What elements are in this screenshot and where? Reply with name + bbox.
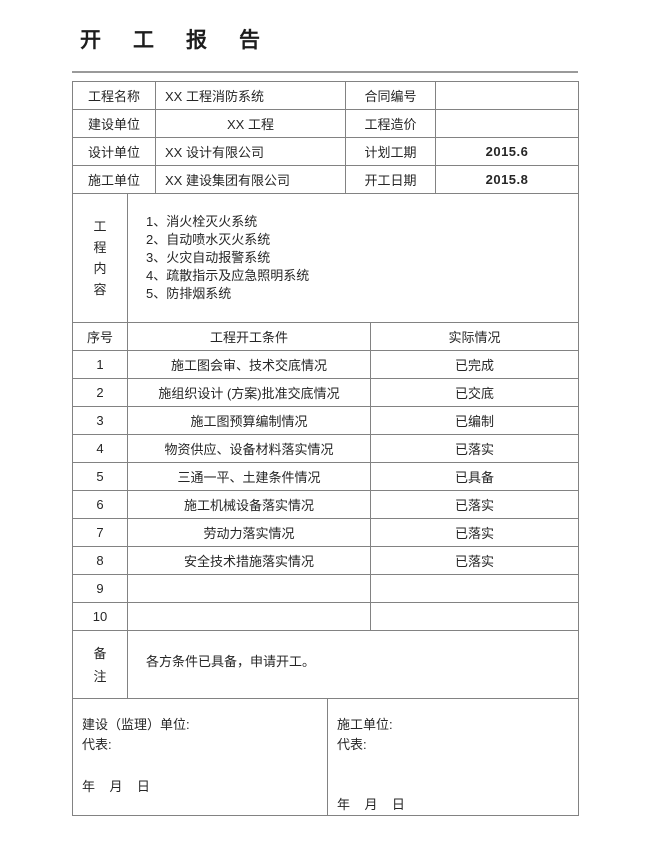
remark-row: 备注 各方条件已具备，申请开工。	[72, 630, 579, 699]
conditions-header-row: 序号 工程开工条件 实际情况	[72, 322, 579, 351]
condition-no: 10	[72, 602, 128, 631]
condition-row: 6 施工机械设备落实情况 已落实	[72, 490, 579, 519]
contractor-representative-label: 代表:	[337, 737, 367, 752]
header-status: 实际情况	[370, 322, 579, 351]
condition-row: 10	[72, 602, 579, 631]
condition-text: 三通一平、土建条件情况	[127, 462, 371, 491]
report-form: 工程名称 XX 工程消防系统 合同编号 建设单位 XX 工程 工程造价 设计单位…	[72, 81, 579, 816]
info-row-designer: 设计单位 XX 设计有限公司 计划工期 2015.6	[72, 137, 579, 166]
content-item: 5、防排烟系统	[146, 286, 232, 301]
header-no: 序号	[72, 322, 128, 351]
contractor-value: XX 建设集团有限公司	[155, 165, 346, 194]
remark-table: 备注 各方条件已具备，申请开工。	[72, 630, 579, 699]
condition-no: 3	[72, 406, 128, 435]
condition-status: 已落实	[370, 434, 579, 463]
planned-duration-value: 2015.6	[435, 137, 579, 166]
remark-text: 各方条件已具备，申请开工。	[127, 630, 579, 699]
title-underline	[72, 71, 578, 73]
condition-status: 已落实	[370, 518, 579, 547]
condition-row: 3 施工图预算编制情况 已编制	[72, 406, 579, 435]
project-content-row: 工程内容 1、消火栓灭火系统 2、自动喷水灭火系统 3、火灾自动报警系统 4、疏…	[72, 193, 579, 323]
condition-row: 1 施工图会审、技术交底情况 已完成	[72, 350, 579, 379]
condition-row: 4 物资供应、设备材料落实情况 已落实	[72, 434, 579, 463]
content-item: 1、消火栓灭火系统	[146, 214, 258, 229]
content-item: 4、疏散指示及应急照明系统	[146, 268, 310, 283]
condition-no: 9	[72, 574, 128, 603]
conditions-table: 序号 工程开工条件 实际情况 1 施工图会审、技术交底情况 已完成 2 施组织设…	[72, 322, 579, 631]
owner-value: XX 工程	[155, 109, 346, 138]
project-content-cell: 1、消火栓灭火系统 2、自动喷水灭火系统 3、火灾自动报警系统 4、疏散指示及应…	[127, 193, 579, 323]
condition-status: 已具备	[370, 462, 579, 491]
condition-no: 7	[72, 518, 128, 547]
condition-no: 5	[72, 462, 128, 491]
condition-text: 施工图预算编制情况	[127, 406, 371, 435]
signature-table: 建设（监理）单位: 代表: 年 月 日 施工单位: 代表: 年 月 日	[72, 698, 579, 816]
condition-text	[127, 602, 371, 631]
condition-row: 5 三通一平、土建条件情况 已具备	[72, 462, 579, 491]
condition-no: 2	[72, 378, 128, 407]
contract-no-label: 合同编号	[345, 81, 436, 110]
project-content-table: 工程内容 1、消火栓灭火系统 2、自动喷水灭火系统 3、火灾自动报警系统 4、疏…	[72, 193, 579, 323]
start-date-label: 开工日期	[345, 165, 436, 194]
planned-duration-label: 计划工期	[345, 137, 436, 166]
project-content-label: 工程内容	[93, 219, 107, 297]
project-content-list: 1、消火栓灭火系统 2、自动喷水灭火系统 3、火灾自动报警系统 4、疏散指示及应…	[129, 213, 578, 303]
remark-label-cell: 备注	[72, 630, 128, 699]
condition-status: 已落实	[370, 490, 579, 519]
condition-no: 1	[72, 350, 128, 379]
info-row-project-name: 工程名称 XX 工程消防系统 合同编号	[72, 81, 579, 110]
contractor-date-line: 年 月 日	[337, 797, 405, 812]
condition-status	[370, 574, 579, 603]
condition-row: 8 安全技术措施落实情况 已落实	[72, 546, 579, 575]
project-name-value: XX 工程消防系统	[155, 81, 346, 110]
contractor-label: 施工单位	[72, 165, 156, 194]
signature-owner-cell: 建设（监理）单位: 代表: 年 月 日	[72, 698, 328, 816]
header-condition: 工程开工条件	[127, 322, 371, 351]
owner-date-line: 年 月 日	[82, 779, 150, 794]
condition-text: 物资供应、设备材料落实情况	[127, 434, 371, 463]
cost-value	[435, 109, 579, 138]
condition-no: 6	[72, 490, 128, 519]
owner-unit-label: 建设（监理）单位:	[82, 717, 190, 732]
contract-no-value	[435, 81, 579, 110]
remark-label: 备注	[93, 645, 107, 684]
info-row-owner: 建设单位 XX 工程 工程造价	[72, 109, 579, 138]
condition-text: 施组织设计 (方案)批准交底情况	[127, 378, 371, 407]
project-content-label-cell: 工程内容	[72, 193, 128, 323]
page-title: 开工报告	[80, 29, 292, 52]
condition-row: 9	[72, 574, 579, 603]
condition-text: 安全技术措施落实情况	[127, 546, 371, 575]
signature-contractor-cell: 施工单位: 代表: 年 月 日	[327, 698, 579, 816]
owner-representative-label: 代表:	[82, 737, 112, 752]
condition-status: 已编制	[370, 406, 579, 435]
condition-status: 已落实	[370, 546, 579, 575]
condition-no: 4	[72, 434, 128, 463]
condition-text: 施工机械设备落实情况	[127, 490, 371, 519]
contractor-unit-label: 施工单位:	[337, 717, 393, 732]
info-row-contractor: 施工单位 XX 建设集团有限公司 开工日期 2015.8	[72, 165, 579, 194]
cost-label: 工程造价	[345, 109, 436, 138]
condition-no: 8	[72, 546, 128, 575]
condition-row: 7 劳动力落实情况 已落实	[72, 518, 579, 547]
project-info-table: 工程名称 XX 工程消防系统 合同编号 建设单位 XX 工程 工程造价 设计单位…	[72, 81, 579, 194]
condition-text: 施工图会审、技术交底情况	[127, 350, 371, 379]
start-date-value: 2015.8	[435, 165, 579, 194]
content-item: 2、自动喷水灭火系统	[146, 232, 271, 247]
designer-value: XX 设计有限公司	[155, 137, 346, 166]
condition-status: 已完成	[370, 350, 579, 379]
condition-status	[370, 602, 579, 631]
signature-row: 建设（监理）单位: 代表: 年 月 日 施工单位: 代表: 年 月 日	[72, 698, 579, 816]
content-item: 3、火灾自动报警系统	[146, 250, 271, 265]
condition-status: 已交底	[370, 378, 579, 407]
condition-text	[127, 574, 371, 603]
designer-label: 设计单位	[72, 137, 156, 166]
owner-label: 建设单位	[72, 109, 156, 138]
condition-text: 劳动力落实情况	[127, 518, 371, 547]
condition-row: 2 施组织设计 (方案)批准交底情况 已交底	[72, 378, 579, 407]
project-name-label: 工程名称	[72, 81, 156, 110]
